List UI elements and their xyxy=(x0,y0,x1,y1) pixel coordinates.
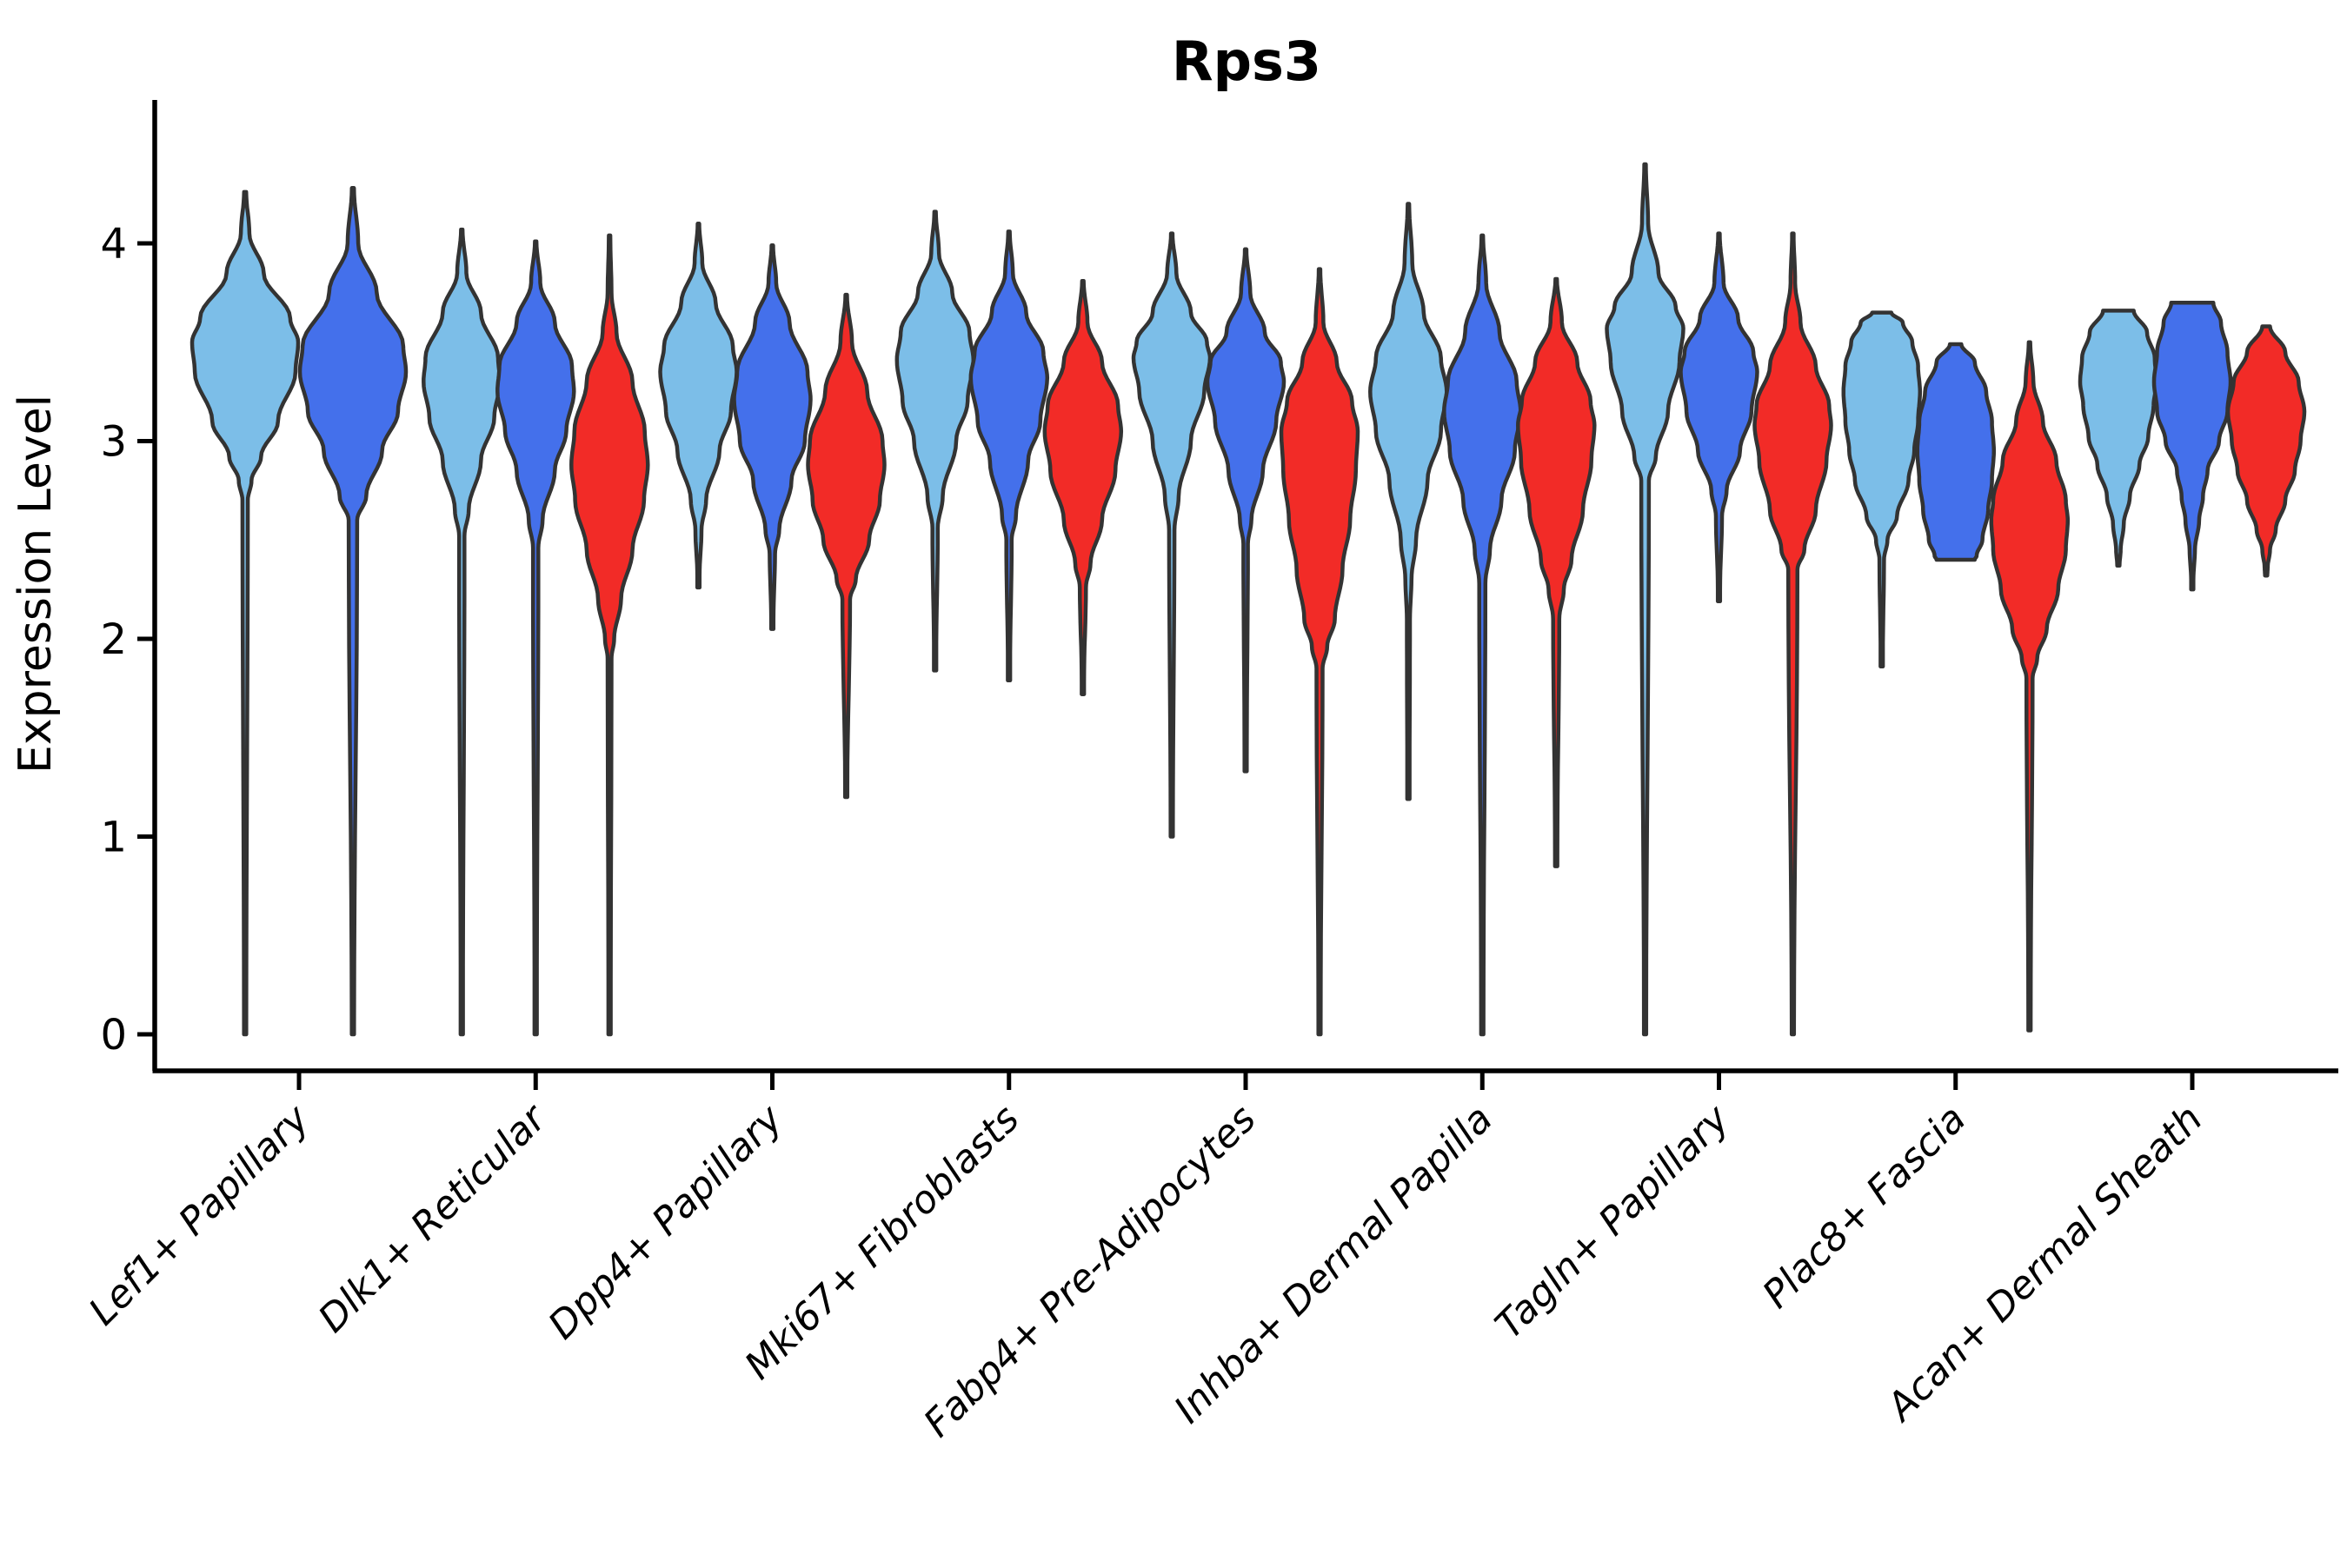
violin-Lef1+-skyblue xyxy=(189,189,301,1037)
violin-Dlk1+-skyblue xyxy=(422,227,502,1037)
violin-Acan+-skyblue xyxy=(2078,309,2159,568)
violin-Dpp4+-red xyxy=(806,292,887,800)
y-tick-label-1: 1 xyxy=(100,814,127,862)
y-tick-label-0: 0 xyxy=(100,1011,127,1060)
violin-Acan+-royalblue xyxy=(2151,301,2233,592)
x-tick-label-2: Dpp4+ Papillary xyxy=(540,1096,792,1348)
x-tick-label-6: Tagln+ Papillary xyxy=(1487,1096,1739,1347)
y-axis-label: Expression Level xyxy=(10,395,62,774)
x-tick-label-3: Mki67+ Fibroblasts xyxy=(736,1097,1027,1388)
violin-Plac8+-red xyxy=(1989,340,2071,1033)
violin-Dpp4+-skyblue xyxy=(658,222,739,590)
violin-Dlk1+-royalblue xyxy=(495,239,576,1037)
violin-Mki67+-royalblue xyxy=(968,229,1050,683)
violin-Acan+-red xyxy=(2225,324,2307,578)
violin-Inhba+-royalblue xyxy=(1442,233,1523,1037)
violin-Lef1+-royalblue xyxy=(297,186,409,1037)
violin-Mki67+-red xyxy=(1042,278,1124,696)
violin-Dlk1+-red xyxy=(569,233,650,1037)
chart-title: Rps3 xyxy=(1172,30,1321,93)
violin-Tagln+-red xyxy=(1752,231,1833,1037)
y-tick-label-4: 4 xyxy=(100,220,127,269)
x-tick-label-7: Plac8+ Fascia xyxy=(1754,1097,1974,1317)
violin-Inhba+-red xyxy=(1516,276,1597,868)
violin-Plac8+-royalblue xyxy=(1915,342,1997,562)
violin-Fabp4+-skyblue xyxy=(1131,231,1213,839)
violin-Tagln+-skyblue xyxy=(1605,162,1685,1037)
violin-Tagln+-royalblue xyxy=(1679,231,1759,604)
violin-Mki67+-skyblue xyxy=(894,209,976,673)
x-tick-label-1: Dlk1+ Reticular xyxy=(310,1095,556,1341)
violin-Fabp4+-royalblue xyxy=(1205,247,1287,774)
violin-Inhba+-skyblue xyxy=(1368,202,1449,801)
violins-layer xyxy=(189,162,2307,1037)
violin-Plac8+-skyblue xyxy=(1841,310,1923,669)
violin-Dpp4+-royalblue xyxy=(732,243,813,631)
y-tick-label-3: 3 xyxy=(100,418,127,467)
x-tick-label-0: Lef1+ Papillary xyxy=(81,1096,319,1334)
y-tick-label-2: 2 xyxy=(100,615,127,664)
violin-Fabp4+-red xyxy=(1279,267,1360,1037)
